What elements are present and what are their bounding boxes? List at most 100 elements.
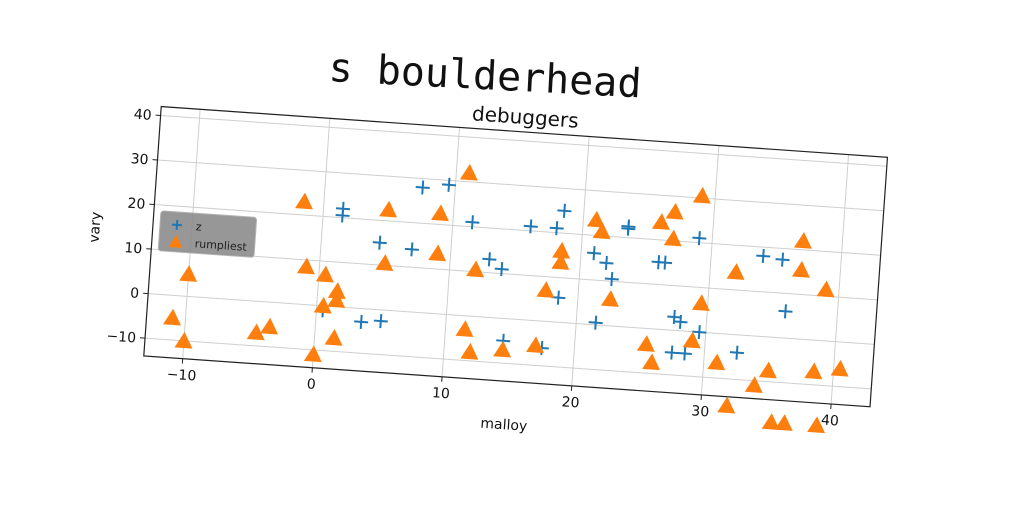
data-point	[552, 241, 571, 258]
plus-marker-v	[530, 219, 531, 233]
y-tick-label: 0	[130, 285, 140, 302]
data-point	[328, 282, 347, 299]
data-point	[817, 280, 836, 297]
plus-marker-v	[564, 204, 565, 218]
plus-marker-v	[380, 314, 381, 328]
x-gridline	[572, 136, 589, 385]
data-point	[557, 203, 572, 218]
y-tick-label: 30	[130, 151, 149, 168]
data-point	[295, 192, 314, 209]
data-point	[375, 254, 394, 271]
data-point	[601, 289, 620, 306]
y-gridline	[157, 160, 883, 211]
data-point	[588, 315, 603, 330]
x-tick-label: 30	[691, 403, 710, 420]
data-point	[179, 264, 198, 281]
data-point	[604, 272, 619, 287]
y-tick-label: 10	[124, 240, 143, 257]
plus-marker-v	[489, 252, 490, 266]
data-point	[717, 396, 736, 413]
data-point	[599, 256, 614, 271]
plus-marker-v	[448, 178, 449, 192]
y-tick-label: 40	[133, 107, 152, 124]
legend-label: z	[195, 220, 202, 233]
data-point	[642, 353, 661, 370]
data-point	[727, 262, 746, 279]
x-tick-label: 0	[306, 376, 316, 393]
series-rumpliest	[159, 143, 862, 434]
data-point	[460, 342, 479, 359]
data-point	[460, 163, 479, 180]
data-point	[792, 260, 811, 277]
data-point	[637, 334, 656, 351]
data-point	[404, 242, 419, 257]
x-gridline	[312, 118, 329, 367]
plus-marker-v	[556, 221, 557, 235]
data-point	[804, 362, 823, 379]
x-tick-label: 10	[431, 385, 450, 402]
data-point	[677, 346, 692, 361]
x-gridline	[442, 127, 459, 376]
data-point	[778, 304, 793, 319]
data-point	[587, 246, 602, 261]
plus-marker-v	[782, 253, 783, 267]
data-point	[455, 320, 474, 337]
data-point	[666, 202, 685, 219]
plus-marker-v	[177, 220, 178, 230]
data-point	[536, 280, 555, 297]
data-point	[354, 314, 369, 329]
plus-marker-v	[611, 272, 612, 286]
data-point	[775, 252, 790, 267]
plus-marker-v	[699, 231, 700, 245]
data-point	[372, 235, 387, 250]
plus-marker-v	[422, 181, 423, 195]
data-point	[373, 314, 388, 329]
y-tick-label: 20	[127, 196, 146, 213]
plus-marker-v	[343, 202, 344, 216]
plus-marker-v	[379, 236, 380, 250]
y-axis-label: vary	[87, 211, 105, 243]
data-point	[664, 229, 683, 246]
data-point	[304, 345, 323, 362]
data-point	[428, 244, 447, 261]
plus-marker-v	[595, 316, 596, 330]
plus-marker-v	[785, 304, 786, 318]
data-point	[466, 260, 485, 277]
plus-marker-v	[594, 246, 595, 260]
plus-marker-v	[699, 325, 700, 339]
data-point	[260, 317, 279, 334]
plus-marker-v	[763, 249, 764, 263]
data-point	[325, 328, 344, 345]
data-point	[693, 186, 712, 203]
data-point	[621, 221, 636, 236]
data-point	[756, 249, 771, 264]
x-tick-label: −10	[166, 367, 197, 385]
data-point	[664, 345, 679, 360]
data-point	[745, 376, 764, 393]
plus-marker-v	[361, 315, 362, 329]
data-point	[379, 200, 398, 217]
grid	[144, 107, 888, 407]
x-tick-label: 40	[820, 412, 839, 429]
data-point	[729, 345, 744, 360]
data-point	[163, 308, 182, 325]
data-point	[794, 231, 813, 248]
data-point	[775, 413, 794, 430]
plus-marker-v	[628, 222, 629, 236]
plus-marker-v	[501, 262, 502, 276]
plus-marker-v	[684, 347, 685, 361]
plus-marker-v	[472, 215, 473, 229]
data-point	[707, 353, 726, 370]
data-point	[482, 252, 497, 267]
x-axis-label: malloy	[480, 416, 528, 435]
data-series	[159, 143, 862, 434]
data-point	[759, 361, 778, 378]
plus-marker-v	[736, 346, 737, 360]
data-point	[431, 204, 450, 221]
y-tick-label: −10	[106, 328, 137, 346]
plus-marker-v	[411, 242, 412, 256]
